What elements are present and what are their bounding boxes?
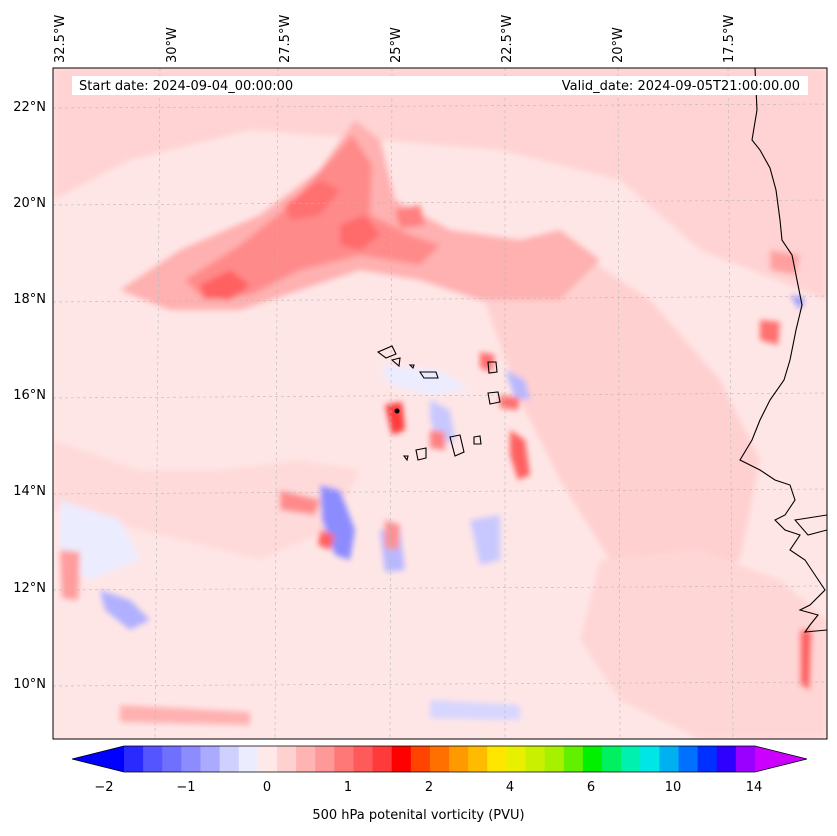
- lat-label: 20°N: [13, 196, 46, 211]
- colorbar-label: 500 hPa potenital vorticity (PVU): [312, 808, 525, 823]
- lat-label: 14°N: [13, 484, 46, 499]
- colorbar-segment: [716, 746, 737, 772]
- colorbar-segment: [735, 746, 756, 772]
- map-frame: [52, 67, 828, 740]
- colorbar-segment: [124, 746, 144, 772]
- colorbar-segment: [449, 746, 469, 772]
- colorbar-segment: [334, 746, 355, 772]
- colorbar-segment: [296, 746, 316, 772]
- colorbar-tick: −2: [94, 780, 113, 795]
- colorbar-segment: [372, 746, 393, 772]
- start-date-label: Start date: 2024-09-04_00:00:00: [79, 79, 293, 94]
- colorbar-tick: 0: [263, 780, 271, 795]
- lat-label: 10°N: [13, 677, 46, 692]
- colorbar-segment: [276, 746, 297, 772]
- colorbar-tick: 14: [746, 780, 763, 795]
- pv-field: [53, 68, 827, 739]
- africa-coastline: [739, 68, 827, 633]
- colorbar: [71, 745, 808, 773]
- colorbar-tick: 2: [425, 780, 433, 795]
- colorbar-segment: [506, 746, 527, 772]
- lat-label: 12°N: [13, 581, 46, 596]
- colorbar-segment: [563, 746, 584, 772]
- colorbar-segment: [602, 746, 622, 772]
- lon-label: 20°W: [611, 27, 626, 63]
- colorbar-segment: [219, 746, 240, 772]
- colorbar-segment: [678, 746, 699, 772]
- lat-label: 16°N: [13, 388, 46, 403]
- island-outlines: [376, 345, 501, 462]
- latitude-labels: 22°N 20°N 18°N 16°N 14°N 12°N 10°N: [13, 100, 46, 692]
- colorbar-segment: [353, 746, 374, 772]
- colorbar-segment: [544, 746, 565, 772]
- colorbar-outline: [71, 745, 808, 773]
- lon-label: 30°W: [165, 27, 180, 63]
- colorbar-segment: [582, 746, 603, 772]
- colorbar-segment: [200, 746, 221, 772]
- colorbar-tick: −1: [176, 780, 195, 795]
- colorbar-segment: [697, 746, 718, 772]
- colorbar-segment: [181, 746, 202, 772]
- lat-label: 22°N: [13, 100, 46, 115]
- lat-label: 18°N: [13, 292, 46, 307]
- lon-label: 27.5°W: [278, 15, 293, 63]
- gridlines: [53, 68, 827, 739]
- valid-date-label: Valid_date: 2024-09-05T21:00:00.00: [562, 79, 800, 94]
- date-header-box: [72, 76, 808, 95]
- colorbar-extend-low: [72, 746, 124, 772]
- colorbar-segment: [143, 746, 163, 772]
- colorbar-tick: 6: [587, 780, 595, 795]
- longitude-labels: 32.5°W 30°W 27.5°W 25°W 22.5°W 20°W 17.5…: [53, 15, 737, 63]
- colorbar-segment: [410, 746, 431, 772]
- colorbar-segment: [468, 746, 488, 772]
- colorbar-extend-high: [755, 746, 807, 772]
- colorbar-tick: 4: [506, 780, 514, 795]
- lon-label: 32.5°W: [53, 15, 68, 63]
- colorbar-segment: [429, 746, 450, 772]
- lon-label: 25°W: [389, 27, 404, 63]
- colorbar-segment: [525, 746, 546, 772]
- colorbar-segment: [257, 746, 278, 772]
- colorbar-segment: [640, 746, 660, 772]
- colorbar-tick: 1: [344, 780, 352, 795]
- colorbar-segment: [238, 746, 259, 772]
- lon-label: 22.5°W: [500, 15, 515, 63]
- colorbar-ticks: −2 −1 0 1 2 4 6 10 14: [94, 780, 762, 795]
- colorbar-segment: [621, 746, 641, 772]
- colorbar-segment: [659, 746, 680, 772]
- colorbar-segment: [162, 746, 182, 772]
- lon-label: 17.5°W: [722, 15, 737, 63]
- colorbar-segment: [487, 746, 508, 772]
- colorbar-tick: 10: [665, 780, 682, 795]
- colorbar-segment: [315, 746, 335, 772]
- colorbar-segment: [391, 746, 412, 772]
